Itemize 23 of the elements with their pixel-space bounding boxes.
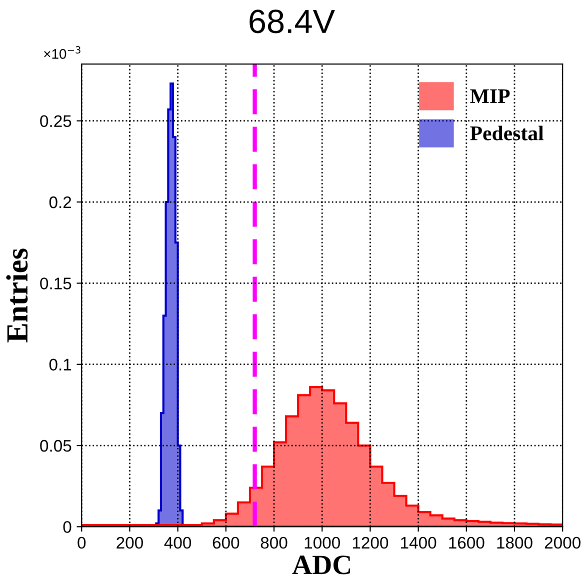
x-axis-title: ADC <box>292 556 350 574</box>
legend-label: Pedestal <box>470 126 544 140</box>
x-tick-label: 2000 <box>544 536 580 549</box>
legend-label: MIP <box>470 89 510 103</box>
x-tick-label: 1600 <box>449 536 484 549</box>
text: ×10$^{−3}$ <box>44 46 80 59</box>
y-tick-label: 0.1 <box>49 358 72 371</box>
y-tick-label: 0.05 <box>40 440 72 452</box>
y-axis-title: Entries <box>6 248 28 342</box>
y-tick-label: 0.25 <box>40 115 72 128</box>
x-tick-label: 0 <box>78 536 86 549</box>
y-tick-label: 0.2 <box>49 196 72 208</box>
x-tick-label: 1400 <box>401 536 436 549</box>
x-tick-label: 400 <box>164 536 192 549</box>
x-tick-label: 1000 <box>304 536 340 549</box>
x-tick-label: 1800 <box>497 536 532 549</box>
x-tick-label: 200 <box>116 536 143 549</box>
chart-title: 68.4V <box>250 10 335 34</box>
y-tick-label: 0.15 <box>40 278 72 290</box>
y-tick-label: 0 <box>63 521 72 533</box>
x-tick-label: 1200 <box>352 536 388 549</box>
x-tick-label: 800 <box>260 536 288 549</box>
x-tick-label: 600 <box>212 536 240 549</box>
